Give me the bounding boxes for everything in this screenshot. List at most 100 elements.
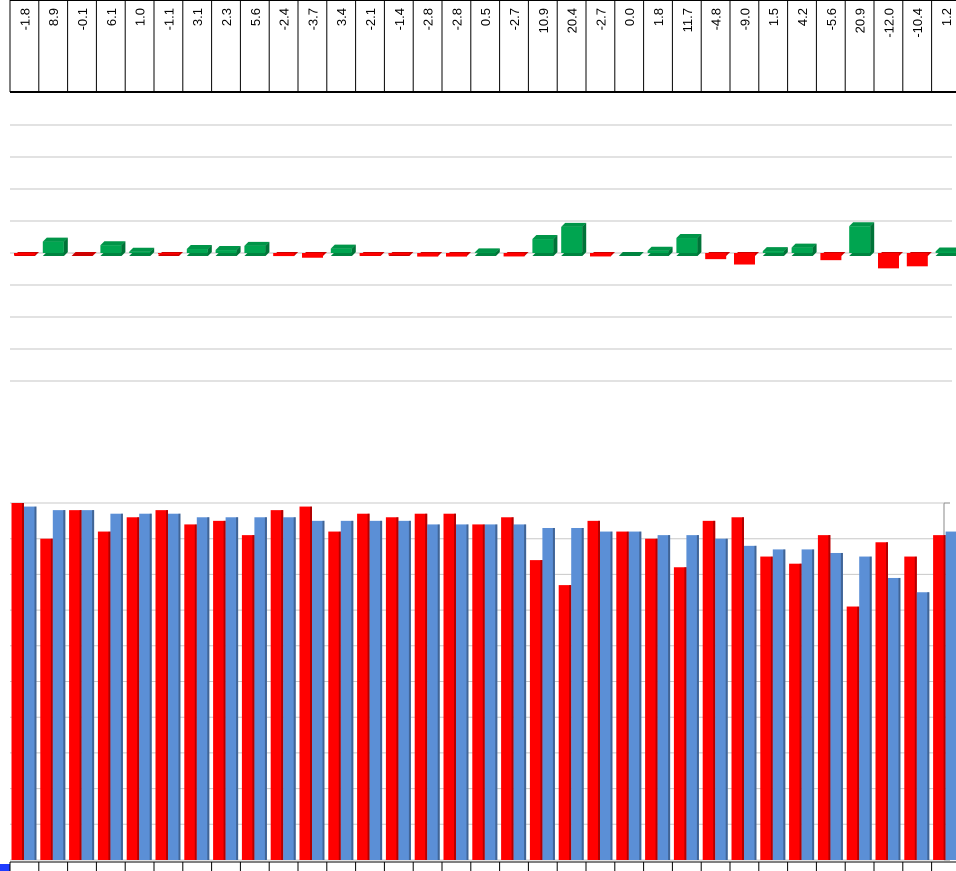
bar-side (495, 248, 500, 256)
bar (849, 226, 871, 253)
bar (472, 524, 485, 860)
bar-side (120, 513, 123, 860)
bar-top (791, 243, 817, 248)
bar (40, 538, 53, 860)
bar-side (626, 531, 629, 860)
bar-top (474, 248, 500, 253)
bar-top (330, 244, 356, 249)
bar-side (380, 520, 383, 860)
bar (52, 510, 66, 860)
cell-value: -4.8 (709, 8, 724, 30)
cell-value: -1.4 (392, 8, 407, 30)
bar (330, 248, 352, 253)
bar-side (655, 538, 658, 860)
bar (328, 531, 341, 860)
bar-side (639, 531, 642, 860)
bar-side (454, 513, 456, 860)
bar (340, 520, 354, 860)
bar-side (495, 524, 498, 860)
bar-floor (618, 252, 644, 256)
bar (196, 517, 210, 860)
bar (215, 250, 237, 253)
bar (734, 253, 755, 265)
bar (676, 238, 698, 253)
bar-side (524, 524, 527, 860)
cell-value: 20.4 (565, 8, 580, 33)
bar (542, 527, 555, 860)
bar-side (50, 538, 53, 860)
bar (158, 253, 179, 255)
selected-cell[interactable] (0, 864, 10, 871)
bar-top (532, 235, 558, 240)
bar-side (293, 517, 296, 860)
bar-side (207, 245, 212, 256)
cell-value: 20.9 (853, 8, 868, 33)
cell-value: -5.6 (824, 8, 839, 30)
bar-side (207, 517, 210, 860)
bar (645, 538, 658, 860)
bar-side (437, 524, 440, 860)
bar (686, 535, 699, 860)
bar (443, 513, 456, 860)
bar (474, 252, 496, 253)
bar (97, 531, 111, 860)
bar-top (244, 241, 270, 246)
bar (590, 253, 611, 257)
cell-value: -12.0 (881, 8, 896, 38)
bar (42, 241, 64, 253)
bar (129, 251, 151, 253)
bar-top (561, 222, 587, 227)
bar-top (762, 247, 788, 252)
bar (501, 517, 514, 860)
bar (731, 517, 744, 860)
bar-side (121, 241, 126, 256)
bar-side (610, 531, 613, 860)
cell-value: 3.4 (334, 8, 349, 26)
bar (513, 524, 527, 860)
bar-side (137, 517, 140, 860)
bar-side (870, 222, 875, 256)
bar-side (252, 535, 255, 860)
bar (357, 513, 370, 860)
bar (587, 520, 600, 860)
bar-side (553, 235, 558, 256)
bar-side (754, 545, 757, 860)
bar-side (34, 506, 37, 860)
bar (772, 549, 786, 860)
cell-value: 1.0 (133, 8, 148, 26)
bar-side (799, 563, 802, 860)
bar (244, 245, 266, 253)
bar (155, 510, 168, 860)
bar-side (166, 510, 168, 860)
cell-value: 5.6 (248, 8, 263, 26)
bar-side (742, 517, 744, 860)
bar (168, 513, 181, 860)
bar (935, 251, 956, 253)
bar (791, 247, 813, 253)
bar-side (236, 246, 241, 256)
cell-value: 1.8 (651, 8, 666, 26)
cell-value: 8.9 (46, 8, 61, 26)
bar-side (22, 503, 24, 860)
bar (906, 253, 928, 267)
bar-side (569, 585, 572, 860)
bar (241, 535, 255, 860)
bar-top (100, 241, 126, 246)
bar-side (886, 542, 888, 860)
cell-value: -2.7 (507, 8, 522, 30)
bar-side (194, 524, 197, 860)
bar (186, 249, 208, 253)
bar (359, 253, 381, 256)
bar (414, 513, 428, 860)
cell-value: -2.7 (593, 8, 608, 30)
bar-side (828, 535, 831, 860)
bar-side (236, 517, 239, 860)
cell-value: -9.0 (737, 8, 752, 30)
bar (273, 253, 295, 257)
bar-side (92, 510, 95, 860)
cell-value: -2.8 (449, 8, 464, 30)
bar (702, 520, 716, 860)
bar (283, 517, 296, 860)
